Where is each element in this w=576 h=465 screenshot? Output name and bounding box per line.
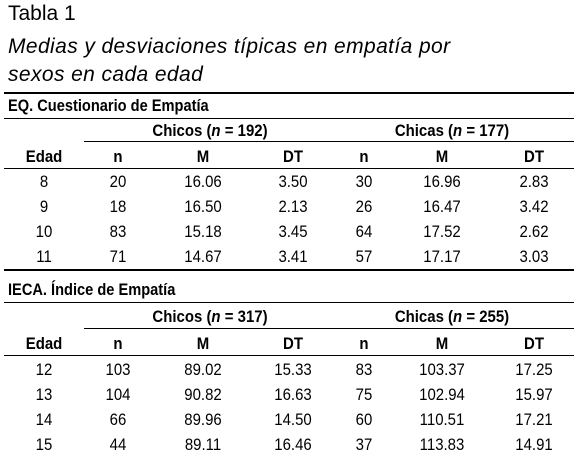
table-cell: 3.45 (278, 222, 308, 241)
table-cell: 30 (355, 172, 373, 191)
section-title-rule (4, 118, 574, 119)
table-cell: 102.94 (419, 385, 465, 404)
table-cell: 64 (355, 222, 373, 241)
table-cell: 103 (105, 360, 131, 379)
section-end-rule (4, 269, 574, 271)
table-cell: 2.13 (278, 197, 308, 216)
n-symbol: n (211, 121, 221, 140)
table-cell: 75 (355, 385, 373, 404)
table-cell: 15.18 (184, 222, 222, 241)
column-header: n (113, 147, 123, 166)
group-underline-chicas (336, 141, 574, 142)
table-title-line-1: Medias y desviaciones típicas en empatía… (8, 35, 451, 58)
table-cell: 8 (39, 172, 49, 191)
table-cell: 12 (35, 360, 53, 379)
table-cell: 9 (39, 197, 49, 216)
table-cell: 16.47 (423, 197, 461, 216)
table-cell: 103.37 (419, 360, 465, 379)
table-cell: 90.82 (184, 385, 222, 404)
table-cell: 3.41 (278, 247, 308, 266)
n-symbol: n (211, 307, 221, 326)
group-header-chicos: Chicos (n = 317) (152, 307, 268, 326)
column-header: DT (524, 147, 544, 166)
table-cell: 15 (35, 435, 53, 454)
table-cell: 14.50 (274, 410, 312, 429)
column-header: Edad (25, 147, 63, 166)
group-underline-chicas (336, 328, 574, 329)
section-title: EQ. Cuestionario de Empatía (8, 96, 209, 115)
table-cell: 17.52 (423, 222, 461, 241)
n-symbol: n (453, 307, 463, 326)
table-cell: 3.50 (278, 172, 308, 191)
table-cell: 104 (105, 385, 131, 404)
table-cell: 26 (355, 197, 373, 216)
table-cell: 15.97 (515, 385, 553, 404)
group-header-chicas: Chicas (n = 255) (394, 307, 510, 326)
header-rule (4, 168, 574, 169)
table-cell: 16.50 (184, 197, 222, 216)
table-cell: 16.46 (274, 435, 312, 454)
column-header: n (359, 147, 369, 166)
table-label: Tabla 1 (8, 2, 76, 25)
table-cell: 110.51 (419, 410, 465, 429)
table-cell: 17.25 (515, 360, 553, 379)
table-cell: 14.91 (515, 435, 553, 454)
table-cell: 44 (109, 435, 127, 454)
table-cell: 60 (355, 410, 373, 429)
column-header: n (113, 334, 123, 353)
group-header-chicas: Chicas (n = 177) (394, 121, 510, 140)
table-cell: 37 (355, 435, 373, 454)
column-header: Edad (25, 334, 63, 353)
table-title-line-2: sexos en cada edad (8, 63, 204, 86)
table-cell: 13 (35, 385, 53, 404)
n-symbol: n (453, 121, 463, 140)
top-rule (4, 92, 574, 94)
group-underline-chicos (84, 328, 342, 329)
table-cell: 16.63 (274, 385, 312, 404)
table-cell: 57 (355, 247, 373, 266)
table-cell: 89.11 (184, 435, 222, 454)
column-header: M (196, 147, 210, 166)
table-cell: 20 (109, 172, 127, 191)
section-title-rule (4, 302, 574, 303)
table-cell: 16.06 (184, 172, 222, 191)
column-header: DT (283, 334, 303, 353)
table-cell: 83 (355, 360, 373, 379)
table-cell: 2.83 (519, 172, 549, 191)
table-cell: 2.62 (519, 222, 549, 241)
table-cell: 16.96 (423, 172, 461, 191)
group-header-chicos: Chicos (n = 192) (152, 121, 268, 140)
table-cell: 83 (109, 222, 127, 241)
table-cell: 10 (35, 222, 53, 241)
column-header: M (435, 334, 449, 353)
table-cell: 71 (109, 247, 127, 266)
table-cell: 17.17 (423, 247, 461, 266)
group-underline-chicos (84, 141, 342, 142)
table-cell: 89.96 (184, 410, 222, 429)
table-cell: 14 (35, 410, 53, 429)
section-title: IECA. Índice de Empatía (8, 280, 176, 299)
table-cell: 3.42 (519, 197, 549, 216)
column-header: DT (283, 147, 303, 166)
table-cell: 15.33 (274, 360, 312, 379)
table-cell: 3.03 (519, 247, 549, 266)
table-cell: 66 (109, 410, 127, 429)
table-cell: 11 (36, 247, 52, 266)
header-rule (4, 355, 574, 356)
table-cell: 113.83 (419, 435, 465, 454)
table-cell: 18 (109, 197, 127, 216)
table-cell: 14.67 (184, 247, 222, 266)
column-header: DT (524, 334, 544, 353)
column-header: n (359, 334, 369, 353)
table-cell: 17.21 (515, 410, 553, 429)
column-header: M (196, 334, 210, 353)
column-header: M (435, 147, 449, 166)
table-cell: 89.02 (184, 360, 222, 379)
